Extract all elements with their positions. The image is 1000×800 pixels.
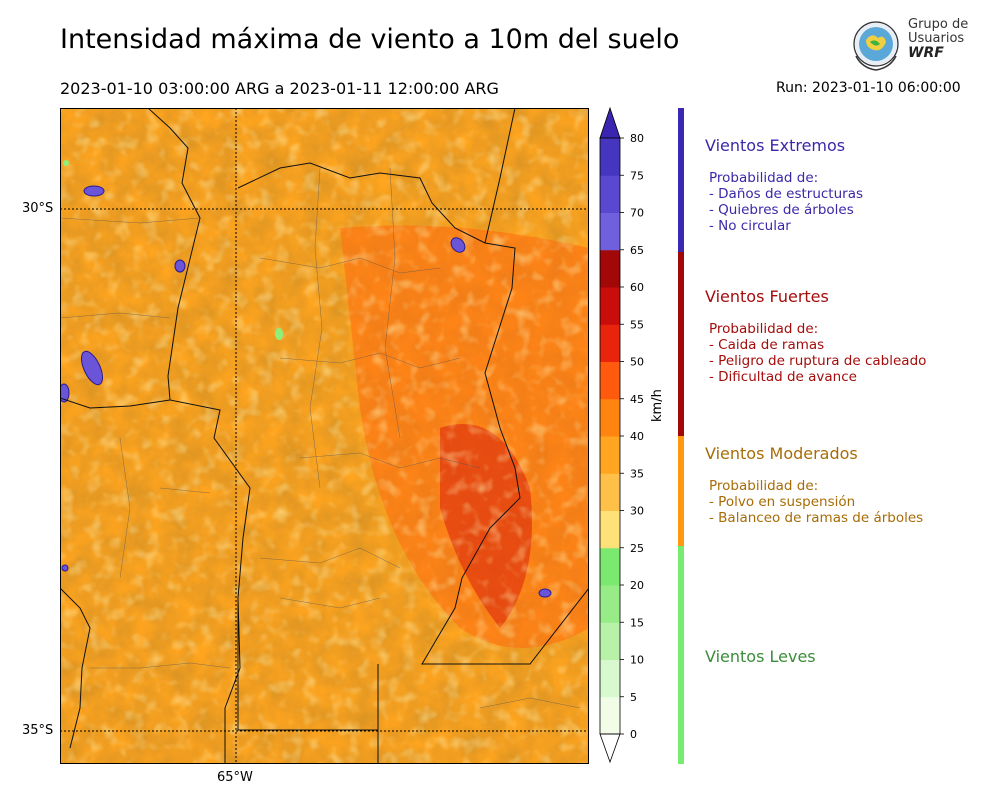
colorbar-extend-top bbox=[599, 106, 621, 139]
colorbar-tick-label: 5 bbox=[630, 691, 637, 704]
colorbar-tick-label: 45 bbox=[630, 393, 644, 406]
colorbar-tick-label: 70 bbox=[630, 207, 644, 220]
category-moderados: Vientos Moderados Probabilidad de: - Pol… bbox=[705, 444, 924, 527]
forecast-period: 2023-01-10 03:00:00 ARG a 2023-01-11 12:… bbox=[60, 79, 499, 98]
category-item: - Daños de estructuras bbox=[709, 186, 864, 202]
colorbar-bin bbox=[600, 324, 620, 362]
category-title: Vientos Extremos bbox=[705, 136, 846, 155]
grupo-wrf-logo: Grupo de Usuarios WRF bbox=[848, 18, 978, 74]
category-item: - Polvo en suspensión bbox=[709, 494, 856, 510]
graticule bbox=[60, 108, 589, 764]
lon-label-65w: 65°W bbox=[217, 770, 253, 785]
category-item: - Balanceo de ramas de árboles bbox=[709, 510, 924, 526]
colorbar-bin bbox=[600, 696, 620, 735]
category-intro: Probabilidad de: bbox=[709, 321, 819, 337]
category-item: - Quiebres de árboles bbox=[709, 202, 854, 218]
colorbar-bin bbox=[600, 249, 620, 288]
colorbar-bin bbox=[600, 212, 620, 251]
category-item: - No circular bbox=[709, 218, 791, 234]
colorbar-bin bbox=[600, 361, 620, 400]
colorbar-tick-label: 75 bbox=[630, 169, 644, 182]
colorbar-bin bbox=[600, 622, 620, 660]
extreme-wind-spots bbox=[60, 185, 552, 598]
category-fuertes: Vientos Fuertes Probabilidad de: - Caida… bbox=[705, 287, 927, 386]
category-title: Vientos Fuertes bbox=[705, 287, 829, 306]
globe-logo-icon bbox=[853, 21, 899, 71]
map-title: Intensidad máxima de viento a 10m del su… bbox=[60, 24, 680, 55]
category-title: Vientos Moderados bbox=[705, 444, 858, 463]
colorbar-bin bbox=[600, 436, 620, 474]
colorbar-tick-label: 10 bbox=[630, 654, 644, 667]
strip-leves bbox=[678, 546, 684, 764]
colorbar-unit-label: km/h bbox=[650, 389, 665, 422]
category-intro: Probabilidad de: bbox=[709, 170, 819, 186]
colorbar-bin bbox=[600, 585, 620, 623]
colorbar-tick-label: 80 bbox=[630, 132, 644, 145]
colorbar-bin bbox=[600, 659, 620, 698]
lat-label-30s: 30°S bbox=[22, 201, 54, 216]
logo-line-3: WRF bbox=[908, 45, 944, 61]
colorbar-tick-label: 40 bbox=[630, 430, 644, 443]
category-item: - Dificultad de avance bbox=[709, 369, 857, 385]
strip-moderados bbox=[678, 436, 684, 546]
wind-map bbox=[60, 108, 589, 764]
colorbar-tick-label: 0 bbox=[630, 728, 637, 741]
colorbar-tick-label: 65 bbox=[630, 244, 644, 257]
colorbar-bin bbox=[600, 510, 620, 549]
colorbar-tick-label: 30 bbox=[630, 505, 644, 518]
category-extremos: Vientos Extremos Probabilidad de: - Daño… bbox=[705, 136, 864, 235]
province-borders bbox=[60, 108, 589, 764]
colorbar-bin bbox=[600, 398, 620, 437]
colorbar-tick-label: 15 bbox=[630, 616, 644, 629]
colorbar-tick-label: 35 bbox=[630, 467, 644, 480]
category-title: Vientos Leves bbox=[705, 647, 816, 666]
strip-extremos bbox=[678, 108, 684, 252]
lat-label-35s: 35°S bbox=[22, 723, 54, 738]
category-intro: Probabilidad de: bbox=[709, 478, 819, 494]
category-item: - Caida de ramas bbox=[709, 337, 825, 353]
strip-fuertes bbox=[678, 252, 684, 436]
colorbar-tick-label: 60 bbox=[630, 281, 644, 294]
category-leves: Vientos Leves bbox=[705, 649, 816, 681]
colorbar: 0 5 10 15 20 25 30 35 40 45 50 55 60 65 70 75 80 bbox=[599, 106, 644, 764]
run-timestamp: Run: 2023-01-10 06:00:00 bbox=[776, 80, 961, 96]
colorbar-tick-label: 55 bbox=[630, 318, 644, 331]
logo-text: Grupo de Usuarios WRF bbox=[908, 18, 968, 61]
colorbar-tick-label: 50 bbox=[630, 356, 644, 369]
colorbar-extend-bottom bbox=[599, 733, 621, 764]
colorbar-bin bbox=[600, 175, 620, 213]
colorbar-bin bbox=[600, 547, 620, 586]
category-item: - Peligro de ruptura de cableado bbox=[709, 353, 927, 369]
logo-line-2: Usuarios bbox=[908, 31, 965, 46]
logo-line-1: Grupo de bbox=[908, 17, 969, 32]
colorbar-bin bbox=[600, 138, 620, 176]
colorbar-tick-label: 20 bbox=[630, 579, 644, 592]
colorbar-tick-label: 25 bbox=[630, 542, 644, 555]
colorbar-bin bbox=[600, 287, 620, 325]
colorbar-bin bbox=[600, 473, 620, 511]
